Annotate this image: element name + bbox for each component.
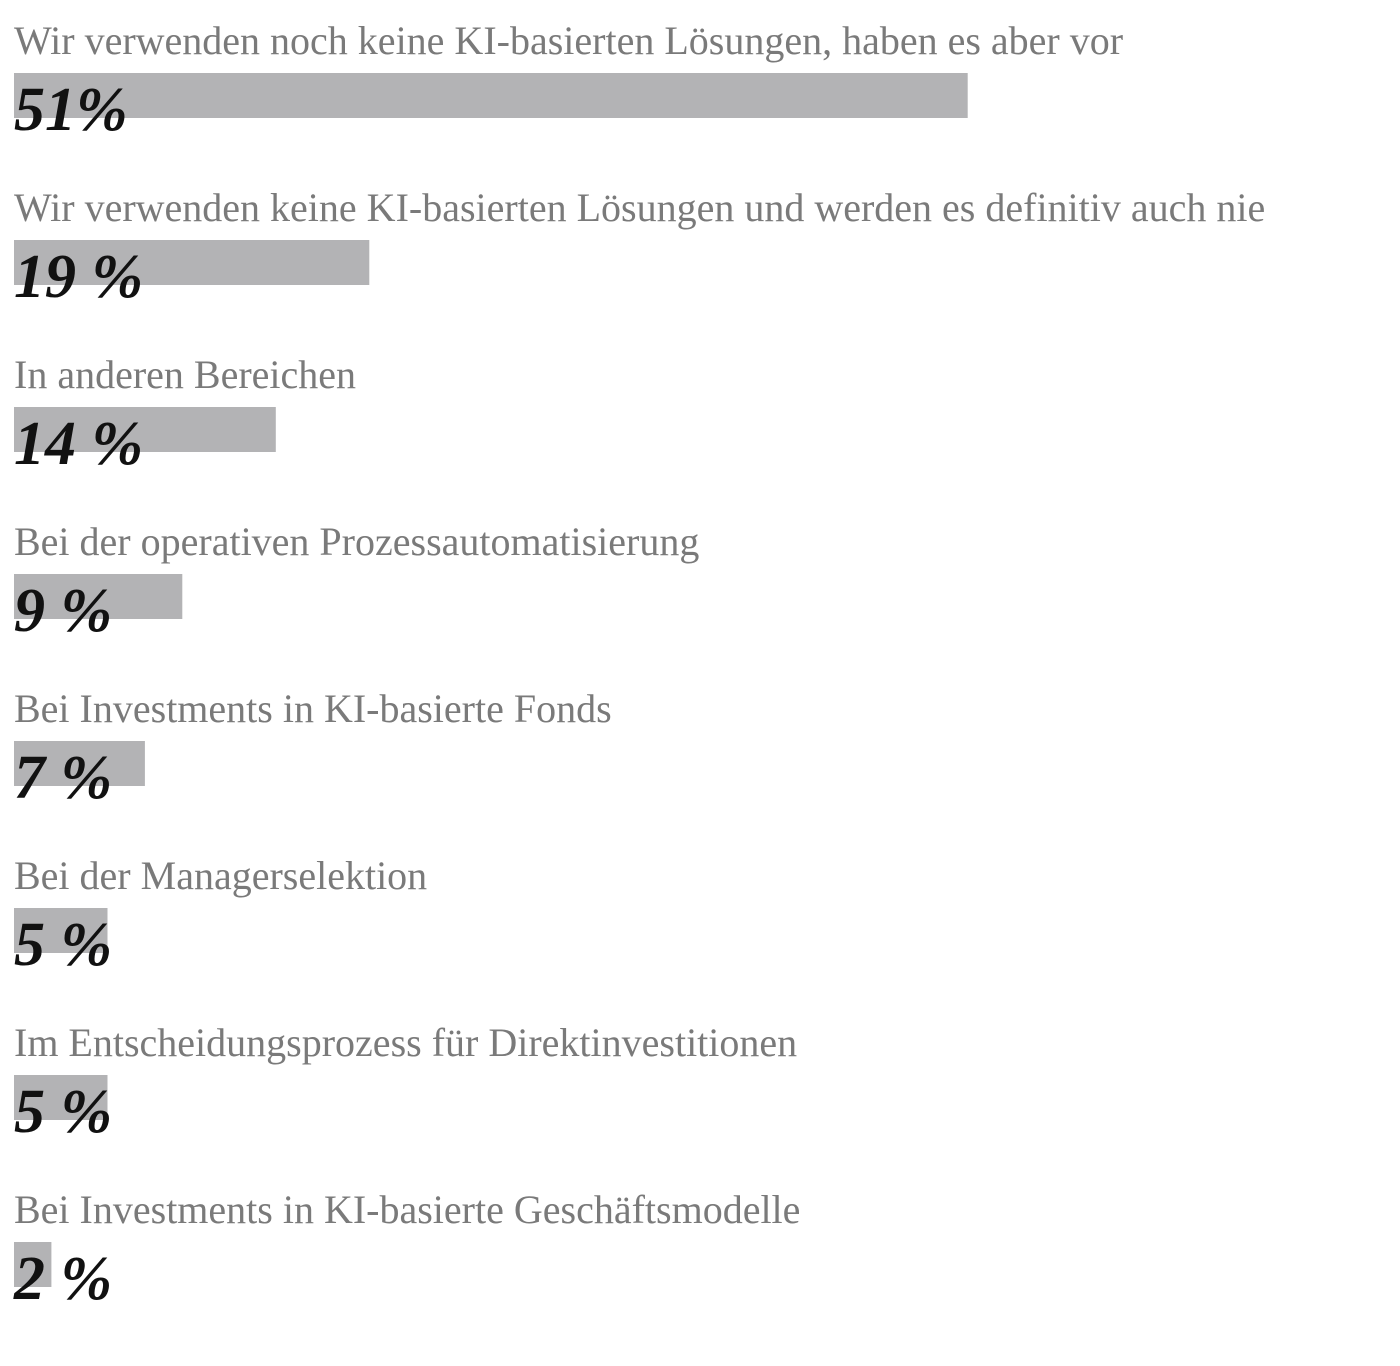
- bar: [14, 240, 370, 285]
- category-label: In anderen Bereichen: [14, 352, 356, 397]
- category-label: Bei der operativen Prozessautomatisierun…: [14, 519, 699, 564]
- category-label: Bei Investments in KI-basierte Fonds: [14, 686, 612, 731]
- category-label: Wir verwenden keine KI-basierten Lösunge…: [14, 185, 1265, 230]
- value-label: 51%: [14, 76, 128, 144]
- value-label: 5 %: [14, 1078, 112, 1146]
- value-label: 7 %: [14, 744, 112, 812]
- bar: [14, 741, 145, 786]
- bar: [14, 1075, 108, 1120]
- bar: [14, 908, 108, 953]
- category-label: Bei Investments in KI-basierte Geschäfts…: [14, 1187, 800, 1232]
- category-label: Wir verwenden noch keine KI-basierten Lö…: [14, 18, 1123, 63]
- value-label: 19 %: [14, 243, 143, 311]
- bar: [14, 73, 968, 118]
- value-label: 14 %: [14, 410, 143, 478]
- value-label: 5 %: [14, 911, 112, 979]
- category-label: Bei der Managerselektion: [14, 853, 427, 898]
- category-label: Im Entscheidungsprozess für Direktinvest…: [14, 1020, 797, 1065]
- value-label: 2 %: [13, 1245, 112, 1313]
- bar: [14, 1242, 52, 1287]
- bar: [14, 574, 183, 619]
- value-label: 9 %: [14, 577, 112, 645]
- bar: [14, 407, 276, 452]
